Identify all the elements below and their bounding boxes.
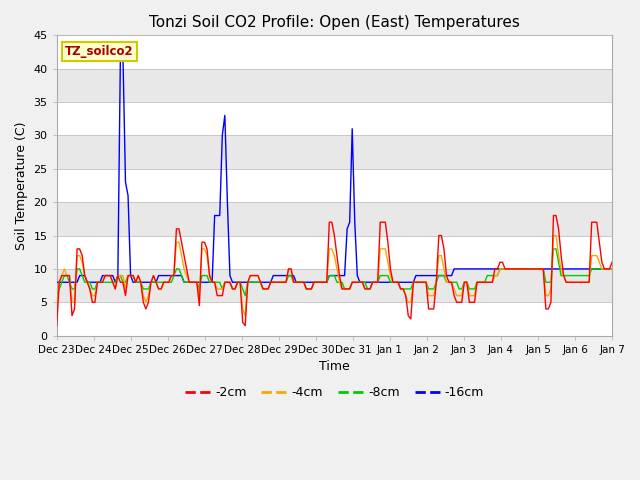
Bar [57,36,612,69]
Text: TZ_soilco2: TZ_soilco2 [65,45,134,58]
X-axis label: Time: Time [319,360,350,373]
Bar [57,69,612,102]
Title: Tonzi Soil CO2 Profile: Open (East) Temperatures: Tonzi Soil CO2 Profile: Open (East) Temp… [149,15,520,30]
Bar [57,236,612,269]
Bar [57,269,612,302]
Bar [57,169,612,202]
Legend: -2cm, -4cm, -8cm, -16cm: -2cm, -4cm, -8cm, -16cm [180,382,489,405]
Bar [57,302,612,336]
Bar [57,102,612,135]
Bar [57,202,612,236]
Bar [57,135,612,169]
Y-axis label: Soil Temperature (C): Soil Temperature (C) [15,121,28,250]
